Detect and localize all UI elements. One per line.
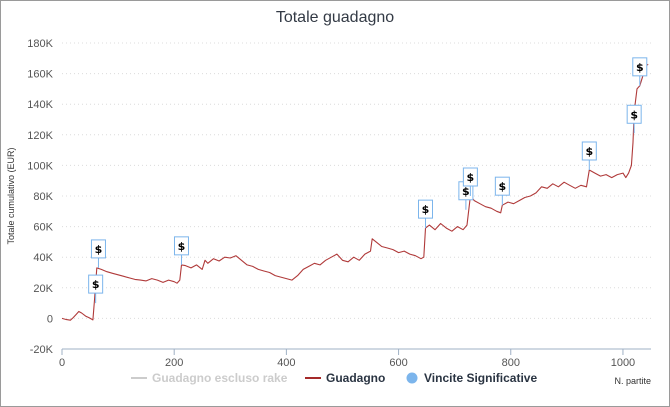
legend: Guadagno escluso rake Guadagno Vincite S… <box>131 371 537 385</box>
legend-item-guadagno-escluso-rake[interactable]: Guadagno escluso rake <box>131 371 288 385</box>
series-lines <box>61 63 649 321</box>
x-tick-label: 800 <box>502 357 520 369</box>
legend-label: Vincite Significative <box>424 371 537 385</box>
significant-win-flags: $$ $$$$$$$$ <box>88 57 648 304</box>
flag-label: $ <box>462 185 470 198</box>
y-tick-label: 0 <box>47 313 53 325</box>
y-axis-tick-labels: -20K 0 20K 40K 60K 80K 100K 120K 140K 160K 180K <box>27 38 53 356</box>
flag-label: $ <box>422 203 430 216</box>
significant-win-flag[interactable]: $ <box>88 274 104 304</box>
x-tick-label: 1000 <box>611 357 635 369</box>
y-tick-label: 120K <box>27 130 53 142</box>
y-axis-title: Totale cumulativo (EUR) <box>6 147 16 244</box>
flag-box <box>88 274 104 294</box>
series-line-guadagno <box>61 63 649 321</box>
legend-label: Guadagno <box>326 371 385 385</box>
significant-win-flag[interactable]: $ <box>462 167 478 196</box>
y-tick-label: 180K <box>27 38 53 50</box>
x-tick-label: 400 <box>277 357 295 369</box>
y-tick-label: 100K <box>27 160 53 172</box>
significant-win-flag[interactable]: $ <box>632 57 648 86</box>
y-tick-label: 140K <box>27 99 53 111</box>
y-tick-label: 60K <box>33 222 53 234</box>
legend-item-vincite-significative[interactable]: Vincite Significative <box>406 371 538 385</box>
flag-label: $ <box>585 145 593 158</box>
x-tick-label: 200 <box>165 357 183 369</box>
flag-label: $ <box>178 240 186 253</box>
y-tick-label: 160K <box>27 69 53 81</box>
flag-box <box>581 141 597 161</box>
grid-lines <box>62 42 651 350</box>
x-axis: 0 200 400 600 800 1000 <box>59 348 651 369</box>
legend-label: Guadagno escluso rake <box>152 371 288 385</box>
flag-box <box>462 167 478 187</box>
flag-label: $ <box>630 108 638 121</box>
y-tick-label: 20K <box>33 283 53 295</box>
flag-box <box>626 104 642 124</box>
legend-marker-swatch <box>406 372 418 384</box>
x-tick-label: 600 <box>389 357 407 369</box>
flag-box <box>90 239 106 259</box>
significant-win-flag[interactable]: $ <box>494 176 510 206</box>
flag-box <box>417 199 433 219</box>
y-tick-label: -20K <box>30 344 54 356</box>
flag-label: $ <box>467 171 475 184</box>
significant-win-flag[interactable]: $ <box>90 239 106 268</box>
significant-win-flag[interactable]: $ <box>173 236 189 265</box>
legend-item-guadagno[interactable]: Guadagno <box>305 371 385 385</box>
significant-win-flag[interactable]: $ <box>581 141 597 170</box>
flag-label: $ <box>92 278 100 291</box>
flag-label: $ <box>499 180 507 193</box>
flag-label: $ <box>636 61 644 74</box>
y-tick-label: 80K <box>33 191 53 203</box>
flag-box <box>632 57 648 77</box>
significant-win-flag[interactable]: $ <box>626 104 642 134</box>
y-tick-label: 40K <box>33 252 53 264</box>
x-axis-title: N. partite <box>614 376 651 386</box>
flag-label: $ <box>95 243 103 256</box>
x-tick-label: 0 <box>59 357 65 369</box>
flag-box <box>173 236 189 256</box>
chart-title: Totale guadagno <box>276 9 394 26</box>
flag-box <box>494 176 510 196</box>
significant-win-flag[interactable]: $ <box>417 199 433 229</box>
